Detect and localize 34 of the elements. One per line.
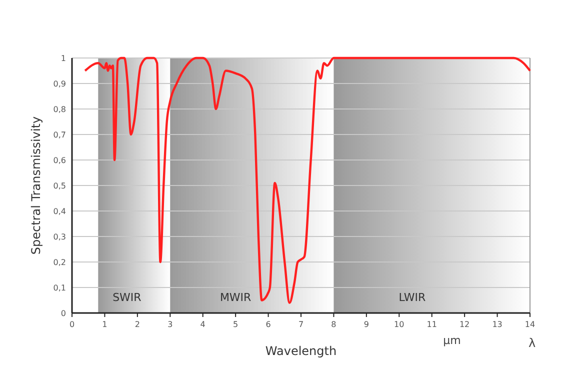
x-tick-label: 8 (331, 320, 336, 329)
y-tick-label: 0,7 (53, 130, 66, 140)
y-tick-label: 0,5 (53, 182, 66, 190)
line-series (84, 56, 532, 304)
text: λ (528, 336, 536, 350)
x-tick-label: 9 (364, 320, 369, 329)
x-tick-label: 7 (298, 320, 304, 329)
x-tick-label: 0 (69, 320, 75, 329)
x-axis-title: Wavelength (265, 344, 337, 358)
x-tick-label: 13 (492, 320, 502, 329)
band-label: LWIR (398, 291, 426, 304)
x-tick-label: 2 (134, 320, 140, 329)
y-tick-label: 0,1 (53, 284, 66, 292)
y-tick-label: 0,8 (53, 105, 66, 114)
y-tick-label: 0,6 (53, 156, 66, 165)
x-tick-label: 3 (168, 320, 173, 329)
x-tick-label: 11 (426, 320, 437, 329)
band-label: SWIR (112, 291, 142, 304)
text: µm (443, 334, 461, 347)
y-tick-label: 0,4 (53, 207, 66, 216)
y-tick-label: 0,9 (53, 80, 66, 88)
x-tick-label: 5 (233, 320, 238, 329)
y-tick-label: 1 (60, 54, 66, 63)
y-tick-label: 0 (60, 309, 66, 318)
x-tick-label: 4 (200, 320, 206, 329)
x-tick-label: 14 (524, 320, 536, 329)
y-tick-label: 0,2 (53, 258, 66, 267)
x-tick-label: 1 (102, 320, 108, 329)
y-axis-title: Spectral Transmissivity (29, 116, 43, 255)
x-tick-label: 6 (266, 320, 271, 329)
x-tick-label: 10 (394, 320, 404, 329)
y-tick-label: 0,3 (53, 232, 66, 242)
x-tick-label: 12 (459, 320, 470, 329)
band-label: MWIR (220, 291, 252, 304)
